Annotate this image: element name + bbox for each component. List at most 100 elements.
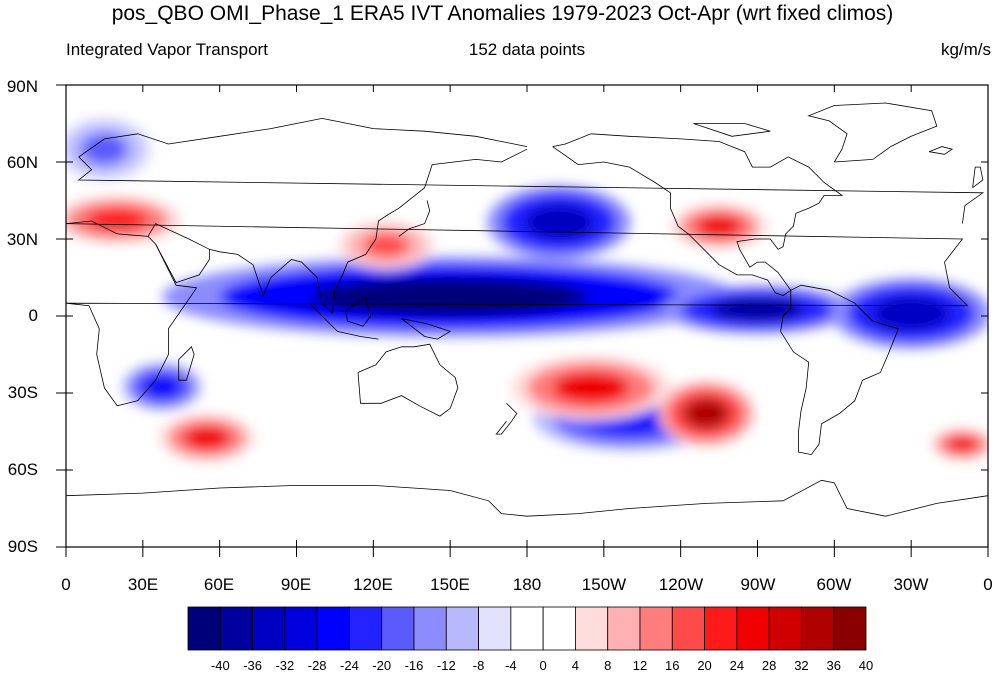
colorbar-label: 12: [632, 658, 648, 673]
colorbar-label: -40: [210, 658, 230, 673]
lon-label-30w: 30W: [893, 575, 929, 594]
lon-label-90e: 90E: [280, 575, 312, 594]
colorbar-swatch: [575, 606, 609, 651]
colorbar-swatch: [413, 606, 447, 651]
colorbar-swatch: [381, 606, 415, 651]
colorbar-swatch: [252, 606, 286, 651]
anomaly-negative-0: [311, 277, 589, 316]
coastline: [337, 331, 379, 340]
colorbar-label: -32: [275, 658, 295, 673]
lat-label-90s: 90S: [7, 537, 38, 556]
coastline: [357, 343, 459, 417]
anomaly-negative-13: [142, 375, 182, 399]
colorbar-label: -12: [436, 658, 456, 673]
coastline: [147, 148, 528, 315]
colorbar-label: -20: [372, 658, 392, 673]
colorbar-label: 0: [539, 658, 547, 673]
lon-label-60e: 60E: [203, 575, 235, 594]
colorbar-swatch: [187, 606, 221, 651]
colorbar-label: -4: [505, 658, 517, 673]
anomaly-positive-11: [363, 233, 410, 257]
anomaly-positive-7: [696, 215, 743, 237]
colorbar-swatch: [639, 606, 673, 651]
anomaly-positive-8: [947, 436, 978, 453]
coastline: [398, 200, 431, 237]
coastline: [401, 318, 452, 340]
coastlines: [66, 102, 988, 517]
anomaly-negative-2: [524, 204, 594, 241]
anomaly-negative-1: [711, 298, 804, 322]
coastline: [506, 403, 518, 422]
colorbar-swatch: [510, 606, 544, 651]
colorbar-swatch: [284, 606, 318, 651]
anomaly-field: [66, 117, 988, 462]
coastline: [552, 133, 844, 296]
coastline: [780, 284, 899, 456]
colorbar-swatch: [219, 606, 253, 651]
colorbar-swatch: [768, 606, 802, 651]
lon-label-0-east: 0: [983, 575, 993, 594]
anomaly-positive-5: [683, 398, 730, 429]
colorbar-label: 4: [571, 658, 580, 673]
lat-label-60s: 60S: [7, 460, 38, 479]
colorbar-swatch: [736, 606, 770, 651]
colorbar-label: -16: [404, 658, 424, 673]
colorbar-label: 28: [761, 658, 777, 673]
colorbar-swatch: [671, 606, 705, 651]
colorbar-label: -24: [340, 658, 359, 673]
colorbar-label: 16: [665, 658, 680, 673]
anomaly-positive-10: [86, 208, 148, 232]
lon-label-60w: 60W: [816, 575, 852, 594]
coastline: [309, 302, 338, 332]
lon-label-180: 180: [512, 575, 542, 594]
colorbar-label: -8: [472, 658, 485, 673]
colorbar-label: 40: [858, 658, 874, 673]
colorbar-label: -36: [243, 658, 262, 673]
colorbar-swatch: [478, 606, 512, 651]
colorbar-swatch: [316, 606, 350, 651]
coastline: [66, 479, 988, 517]
coastline: [178, 346, 195, 381]
coastline: [155, 243, 210, 284]
colorbar-label: 20: [697, 658, 712, 673]
subtitle-center: 152 data points: [468, 40, 586, 59]
lon-label-150w: 150W: [581, 575, 627, 594]
colorbar-swatch: [704, 606, 738, 651]
coastline: [495, 420, 512, 435]
coastline: [928, 146, 954, 155]
colorbar-swatch: [349, 606, 383, 651]
coastline: [972, 166, 984, 189]
lon-label-90w: 90W: [740, 575, 776, 594]
figure-title: pos_QBO OMI_Phase_1 ERA5 IVT Anomalies 1…: [111, 2, 894, 25]
coastline: [693, 123, 771, 137]
colorbar-swatch: [445, 606, 479, 651]
anomaly-negative-12: [81, 133, 128, 165]
colorbar-swatch: [542, 606, 576, 651]
lon-label-0: 0: [61, 575, 71, 594]
lon-label-150e: 150E: [430, 575, 470, 594]
lat-label-30s: 30S: [7, 383, 38, 402]
lon-label-30e: 30E: [127, 575, 159, 594]
coastline: [807, 102, 938, 163]
subtitle-right: kg/m/s: [940, 40, 991, 59]
colorbar-swatch: [607, 606, 641, 651]
anomaly-positive-9: [183, 426, 230, 450]
coastline: [77, 117, 985, 224]
colorbar-label: 8: [604, 658, 612, 673]
subtitle-left: Integrated Vapor Transport: [66, 40, 268, 59]
colorbar-label: 32: [794, 658, 809, 673]
lat-label-eq: 0: [28, 306, 38, 325]
anomaly-negative-3: [872, 296, 950, 331]
colorbar: [187, 606, 867, 651]
lon-label-120e: 120E: [353, 575, 393, 594]
lat-label-90n: 90N: [6, 77, 38, 96]
anomaly-positive-6: [552, 372, 630, 404]
lat-label-30n: 30N: [6, 230, 38, 249]
colorbar-label: -28: [307, 658, 327, 673]
colorbar-swatch: [833, 606, 867, 651]
lon-label-120w: 120W: [658, 575, 704, 594]
coastline: [344, 297, 372, 327]
axis-ticks: [56, 84, 989, 557]
coastline: [66, 220, 969, 407]
